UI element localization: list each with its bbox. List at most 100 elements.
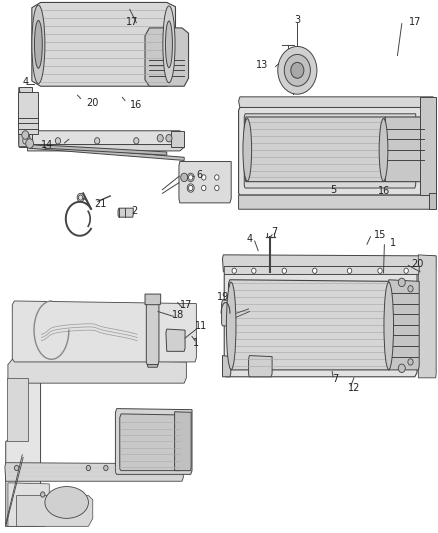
Text: 20: 20 [87, 98, 99, 108]
Text: 1: 1 [390, 238, 396, 248]
Circle shape [166, 134, 172, 142]
Polygon shape [239, 195, 436, 209]
Polygon shape [249, 356, 272, 377]
Circle shape [215, 185, 219, 191]
Text: 16: 16 [130, 100, 142, 110]
Ellipse shape [384, 282, 393, 369]
Polygon shape [389, 280, 419, 370]
Polygon shape [429, 193, 436, 209]
Polygon shape [224, 266, 419, 274]
Polygon shape [6, 370, 41, 526]
Polygon shape [19, 87, 32, 147]
Polygon shape [118, 208, 133, 217]
Text: 14: 14 [41, 140, 53, 150]
Polygon shape [145, 294, 161, 305]
Text: 13: 13 [255, 60, 268, 70]
Ellipse shape [291, 62, 304, 78]
Ellipse shape [379, 118, 388, 181]
Polygon shape [8, 483, 49, 526]
Text: 2: 2 [131, 206, 137, 216]
Text: 19: 19 [217, 292, 230, 302]
Polygon shape [7, 378, 28, 441]
Text: 18: 18 [172, 310, 184, 320]
Polygon shape [222, 300, 233, 326]
Circle shape [188, 175, 193, 180]
Polygon shape [239, 108, 433, 195]
Polygon shape [147, 365, 158, 367]
Polygon shape [45, 145, 167, 155]
Text: 7: 7 [332, 374, 339, 384]
Circle shape [215, 175, 219, 180]
Polygon shape [418, 255, 436, 378]
Text: 11: 11 [194, 321, 207, 331]
Circle shape [408, 359, 413, 365]
Circle shape [55, 138, 60, 144]
Text: 15: 15 [374, 230, 386, 240]
Polygon shape [385, 117, 424, 182]
Circle shape [157, 134, 163, 142]
Circle shape [95, 138, 100, 144]
Text: 21: 21 [95, 199, 107, 209]
Text: 3: 3 [294, 15, 300, 25]
Circle shape [14, 465, 19, 471]
Ellipse shape [226, 282, 236, 369]
Polygon shape [120, 414, 181, 471]
Text: 4: 4 [247, 234, 253, 244]
Circle shape [41, 492, 45, 497]
Circle shape [26, 139, 34, 148]
Circle shape [201, 175, 206, 180]
Circle shape [282, 268, 286, 273]
Circle shape [378, 268, 382, 273]
Polygon shape [166, 329, 185, 351]
Ellipse shape [32, 5, 45, 84]
Circle shape [201, 185, 206, 191]
Text: 12: 12 [348, 383, 360, 393]
Polygon shape [19, 87, 32, 147]
Polygon shape [32, 3, 176, 86]
Polygon shape [229, 280, 391, 370]
Text: 17: 17 [409, 17, 421, 27]
Circle shape [232, 268, 237, 273]
Text: 6: 6 [196, 171, 202, 180]
Polygon shape [244, 114, 416, 188]
Polygon shape [146, 303, 159, 365]
Polygon shape [12, 301, 196, 362]
Polygon shape [245, 117, 385, 182]
Polygon shape [223, 255, 436, 272]
Circle shape [181, 173, 187, 182]
Text: 7: 7 [272, 227, 278, 237]
Polygon shape [145, 28, 188, 86]
Ellipse shape [166, 21, 173, 68]
Circle shape [22, 131, 29, 139]
Polygon shape [5, 463, 184, 481]
Circle shape [347, 268, 352, 273]
Polygon shape [30, 144, 184, 160]
Circle shape [408, 286, 413, 292]
Polygon shape [175, 412, 191, 471]
Text: 17: 17 [180, 300, 193, 310]
Text: 20: 20 [411, 259, 423, 269]
Circle shape [104, 465, 108, 471]
Circle shape [134, 138, 139, 144]
Polygon shape [219, 224, 437, 531]
Ellipse shape [163, 6, 175, 83]
Text: 4: 4 [22, 77, 28, 87]
Polygon shape [17, 496, 93, 526]
Polygon shape [223, 356, 231, 377]
Circle shape [398, 364, 405, 373]
Polygon shape [1, 2, 201, 150]
Text: 1: 1 [193, 338, 199, 349]
Circle shape [188, 185, 193, 191]
Circle shape [77, 193, 84, 202]
Ellipse shape [35, 20, 42, 68]
Polygon shape [8, 359, 186, 383]
Polygon shape [219, 2, 437, 214]
Text: 5: 5 [330, 184, 336, 195]
Polygon shape [19, 131, 184, 144]
Polygon shape [171, 131, 184, 147]
Polygon shape [1, 251, 206, 531]
Ellipse shape [278, 46, 317, 94]
Polygon shape [420, 97, 436, 195]
Text: 17: 17 [126, 17, 138, 27]
Polygon shape [239, 97, 433, 108]
